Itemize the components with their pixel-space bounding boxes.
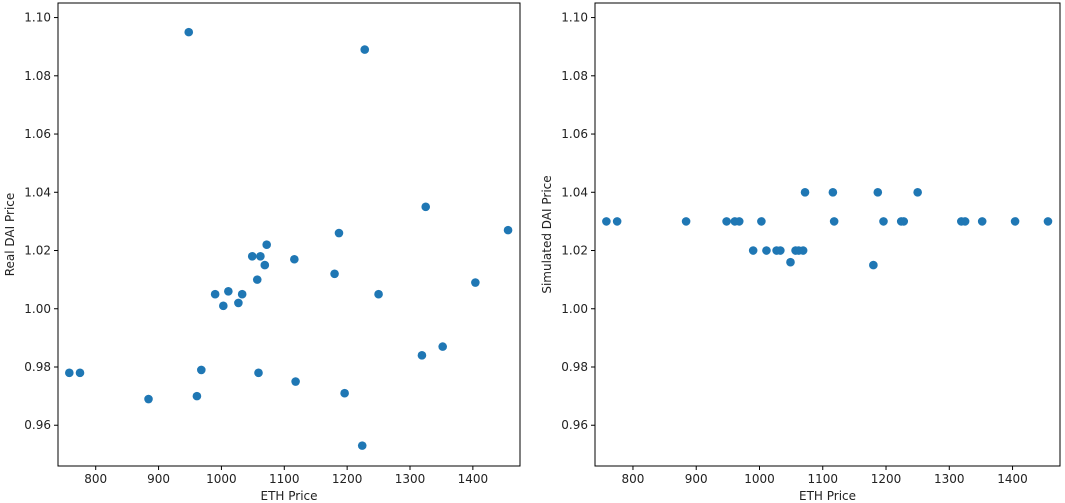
y-tick-label: 1.00 [24, 302, 51, 316]
real-dai-data-point [192, 391, 202, 401]
simulated-dai-data-point [722, 217, 731, 226]
real-dai-data-point [374, 289, 383, 299]
real-dai-data-point [290, 254, 299, 264]
real-dai-data-point [357, 441, 367, 450]
real-dai-data-point [197, 365, 206, 375]
x-tick-label: 1100 [807, 472, 838, 486]
y-tick-label: 1.04 [24, 185, 51, 199]
real-dai-data-point [224, 286, 233, 296]
real-dai-data-point [219, 301, 228, 311]
x-tick-label: 1400 [997, 472, 1028, 486]
real-dai-data-point [234, 298, 243, 308]
x-tick-label: 1300 [395, 472, 426, 486]
real-dai-scatter-panel: 800 900 1000 1100 1200 1300 1400 0.96 0.98 1.00 1.… [3, 2, 521, 503]
real-dai-data-point [184, 27, 194, 37]
real-dai-data-point [252, 275, 262, 284]
x-tick-label: 1000 [744, 472, 775, 486]
x-tick-label: 1200 [332, 472, 363, 486]
real-dai-data-point [247, 252, 257, 261]
x-tick-label: 1200 [871, 472, 902, 486]
x-tick-label: 900 [147, 472, 170, 486]
simulated-dai-data-point [762, 246, 771, 255]
simulated-dai-scatter-panel: 800 900 1000 1100 1200 1300 1400 0.96 0.98 1.00 1.… [540, 2, 1061, 503]
simulated-dai-data-point [1043, 217, 1053, 226]
real-dai-data-point [65, 368, 74, 378]
y-axis-label: Simulated DAI Price [540, 175, 554, 293]
real-dai-data-point [254, 368, 263, 378]
y-tick-label: 1.02 [561, 244, 588, 258]
real-dai-data-point [330, 269, 339, 279]
y-tick-label: 1.00 [561, 302, 588, 316]
x-tick-label: 900 [685, 472, 708, 486]
simulated-dai-data-point [873, 187, 883, 197]
y-tick-label: 1.04 [561, 185, 588, 199]
real-dai-data-point [237, 289, 247, 299]
real-dai-data-point [421, 202, 431, 212]
real-dai-data-point [471, 278, 480, 287]
real-dai-data-point [144, 394, 153, 404]
simulated-dai-data-point [913, 187, 922, 197]
simulated-dai-data-point [748, 246, 758, 255]
real-dai-data-point [75, 368, 85, 378]
x-axis-label: ETH Price [799, 489, 856, 503]
x-tick-label: 1400 [458, 472, 489, 486]
simulated-dai-data-point [899, 217, 909, 226]
real-dai-data-point [334, 228, 344, 238]
simulated-dai-data-point [602, 217, 611, 226]
simulated-dai-data-point [786, 257, 795, 267]
x-axis-label: ETH Price [260, 489, 317, 503]
real-dai-data-point [260, 260, 270, 270]
simulated-dai-data-point [612, 217, 622, 226]
plot-frame [594, 2, 1061, 467]
real-dai-data-point [340, 388, 349, 398]
y-tick-label: 1.02 [24, 244, 51, 258]
real-dai-data-point [291, 377, 300, 386]
y-tick-label: 0.98 [24, 360, 51, 374]
y-tick-label: 1.06 [561, 127, 588, 141]
simulated-dai-data-point [828, 187, 838, 197]
y-tick-label: 1.08 [561, 69, 588, 83]
simulated-dai-data-point [1010, 217, 1020, 226]
y-tick-label: 1.06 [24, 127, 51, 141]
real-dai-data-point [210, 289, 220, 299]
x-tick-label: 800 [622, 472, 645, 486]
real-dai-data-point [417, 351, 427, 360]
simulated-dai-data-point [829, 217, 839, 226]
simulated-dai-data-point [800, 187, 810, 197]
real-dai-data-point [360, 45, 370, 54]
real-dai-data-point [262, 240, 271, 249]
x-tick-label: 800 [84, 472, 107, 486]
simulated-dai-data-point [960, 217, 970, 226]
y-axis-label: Real DAI Price [3, 193, 17, 277]
simulated-dai-data-point [869, 260, 878, 270]
y-tick-label: 1.10 [561, 11, 588, 25]
real-dai-data-point [256, 252, 265, 261]
simulated-dai-data-point [879, 217, 888, 226]
y-tick-label: 1.10 [24, 11, 51, 25]
simulated-dai-data-point [757, 217, 766, 226]
simulated-dai-data-point [977, 217, 987, 226]
x-tick-label: 1100 [269, 472, 300, 486]
x-tick-label: 1300 [934, 472, 965, 486]
y-tick-label: 1.08 [24, 69, 51, 83]
x-tick-label: 1000 [206, 472, 237, 486]
simulated-dai-data-point [734, 217, 744, 226]
y-tick-label: 0.96 [24, 418, 51, 432]
y-tick-label: 0.96 [561, 418, 588, 432]
simulated-dai-data-point [776, 246, 785, 255]
real-dai-data-point [438, 342, 447, 351]
simulated-dai-data-point [798, 246, 808, 255]
plot-frame [57, 2, 521, 467]
y-tick-label: 0.98 [561, 360, 588, 374]
real-dai-data-point [503, 225, 513, 235]
simulated-dai-data-point [681, 217, 691, 226]
